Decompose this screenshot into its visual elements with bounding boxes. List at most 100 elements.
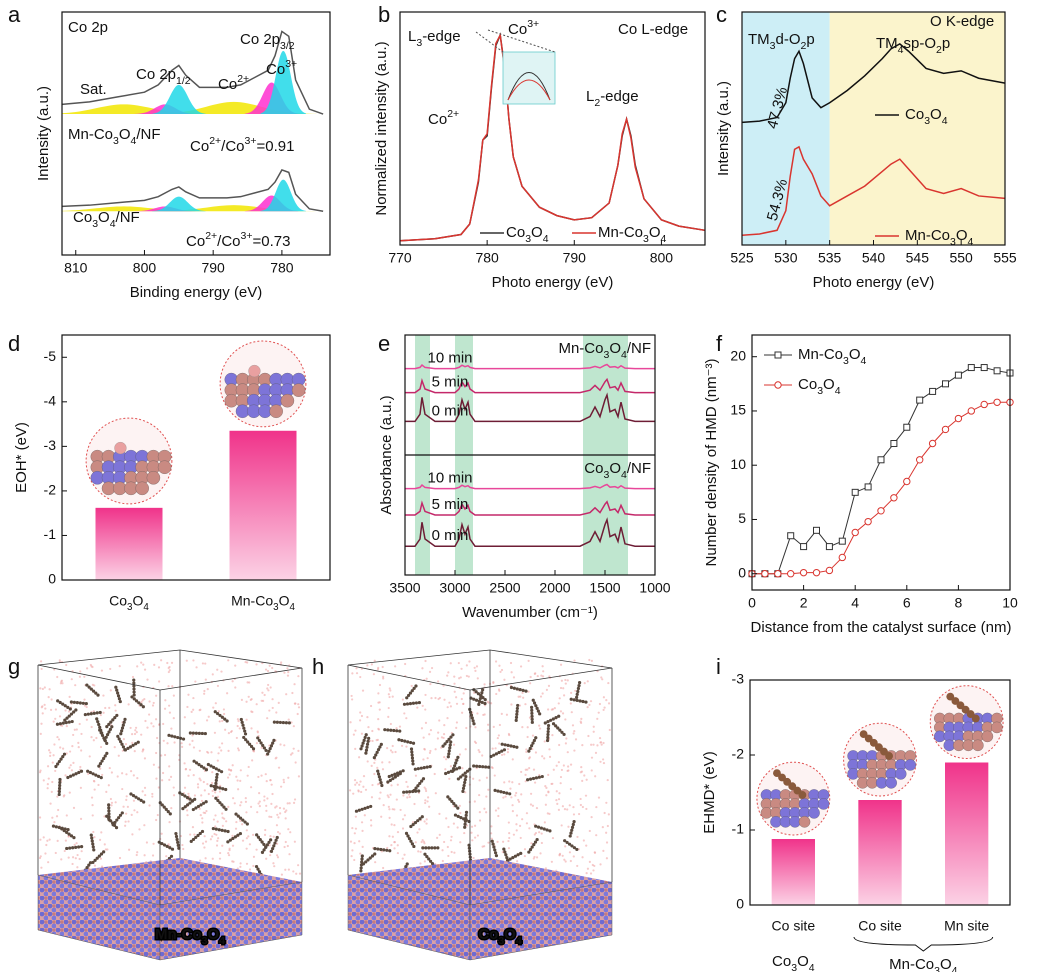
water-dot xyxy=(366,715,369,719)
panel-label: a xyxy=(8,2,21,27)
water-dot xyxy=(382,677,385,680)
water-dot xyxy=(103,815,106,818)
molecule-dot xyxy=(206,762,210,767)
y-tick-label: -3 xyxy=(732,671,745,687)
water-dot xyxy=(59,682,62,685)
water-dot xyxy=(440,746,443,749)
water-dot xyxy=(43,703,46,706)
water-dot xyxy=(509,787,512,790)
water-dot xyxy=(564,678,567,682)
water-dot xyxy=(56,735,59,739)
molecule-dot xyxy=(558,728,562,732)
water-dot xyxy=(538,724,541,727)
water-dot xyxy=(576,835,579,839)
water-dot xyxy=(573,659,576,662)
molecule-dot xyxy=(69,712,74,716)
water-dot xyxy=(455,721,459,724)
water-dot xyxy=(555,790,558,793)
water-dot xyxy=(51,780,54,784)
x-tick-label: 550 xyxy=(949,250,973,266)
water-dot xyxy=(186,809,189,812)
water-dot xyxy=(106,848,109,851)
water-dot xyxy=(515,829,518,832)
water-dot xyxy=(212,818,216,821)
water-dot xyxy=(97,783,100,787)
x-tick-label: 780 xyxy=(475,250,499,266)
molecule-dot xyxy=(528,777,533,781)
molecule-dot xyxy=(181,807,185,811)
water-dot xyxy=(562,687,565,690)
molecule-dot xyxy=(188,801,192,805)
molecule-dot xyxy=(408,790,412,794)
molecule-dot xyxy=(406,693,411,698)
water-dot xyxy=(156,813,159,817)
molecule-dot xyxy=(451,767,456,771)
molecule-dot xyxy=(111,821,115,825)
molecule-dot xyxy=(453,764,457,768)
water-dot xyxy=(152,725,155,728)
molecule-dot xyxy=(483,701,487,706)
point-marker xyxy=(916,396,924,404)
water-dot xyxy=(483,807,486,810)
water-dot xyxy=(538,727,542,730)
molecule-dot xyxy=(360,744,364,748)
water-dot xyxy=(165,855,168,858)
molecule-dot xyxy=(576,686,581,691)
water-dot xyxy=(129,726,132,730)
water-dot xyxy=(589,872,593,875)
molecule-dot xyxy=(57,792,61,797)
molecule-dot xyxy=(126,746,130,751)
water-dot xyxy=(136,811,139,814)
molecule-dot xyxy=(430,846,434,850)
water-dot xyxy=(465,674,468,678)
annotation: Sat. xyxy=(80,81,107,98)
water-dot xyxy=(124,824,127,827)
water-dot xyxy=(596,744,599,747)
water-dot xyxy=(590,816,593,819)
molecule-dot xyxy=(484,765,488,769)
water-dot xyxy=(77,746,80,749)
water-dot xyxy=(151,704,155,707)
water-dot xyxy=(222,708,226,711)
water-dot xyxy=(485,776,489,779)
water-dot xyxy=(532,768,536,771)
molecule-dot xyxy=(546,723,551,728)
molecule-dot xyxy=(105,814,109,818)
water-dot xyxy=(121,787,124,791)
water-dot xyxy=(100,865,104,868)
water-dot xyxy=(396,783,399,786)
molecule-dot xyxy=(66,705,70,709)
water-dot xyxy=(297,706,301,709)
water-dot xyxy=(568,851,572,854)
water-dot xyxy=(63,849,66,853)
water-dot xyxy=(288,802,291,805)
water-dot xyxy=(595,834,598,837)
water-dot xyxy=(422,736,425,739)
series-label: 10 min xyxy=(427,470,472,487)
molecule-dot xyxy=(575,692,579,697)
water-dot xyxy=(298,872,302,875)
molecule-dot xyxy=(571,822,575,827)
atom xyxy=(972,739,984,752)
water-dot xyxy=(552,768,555,771)
molecule-dot xyxy=(446,770,451,774)
water-dot xyxy=(103,843,106,846)
water-dot xyxy=(151,795,154,798)
atom xyxy=(951,697,960,705)
water-dot xyxy=(588,703,591,706)
molecule-dot xyxy=(191,807,195,812)
water-dot xyxy=(507,821,510,824)
water-dot xyxy=(602,849,605,852)
annotation: Co2+/Co3+=0.91 xyxy=(190,135,294,155)
water-dot xyxy=(234,664,237,667)
water-dot xyxy=(60,679,64,682)
water-dot xyxy=(95,736,98,740)
water-dot xyxy=(99,745,103,749)
point-marker xyxy=(799,568,808,577)
molecule-dot xyxy=(502,748,507,752)
water-dot xyxy=(376,766,379,769)
molecule-dot xyxy=(115,688,119,692)
molecule-dot xyxy=(480,691,484,695)
y-tick-label: 20 xyxy=(730,347,746,363)
water-dot xyxy=(581,744,584,747)
